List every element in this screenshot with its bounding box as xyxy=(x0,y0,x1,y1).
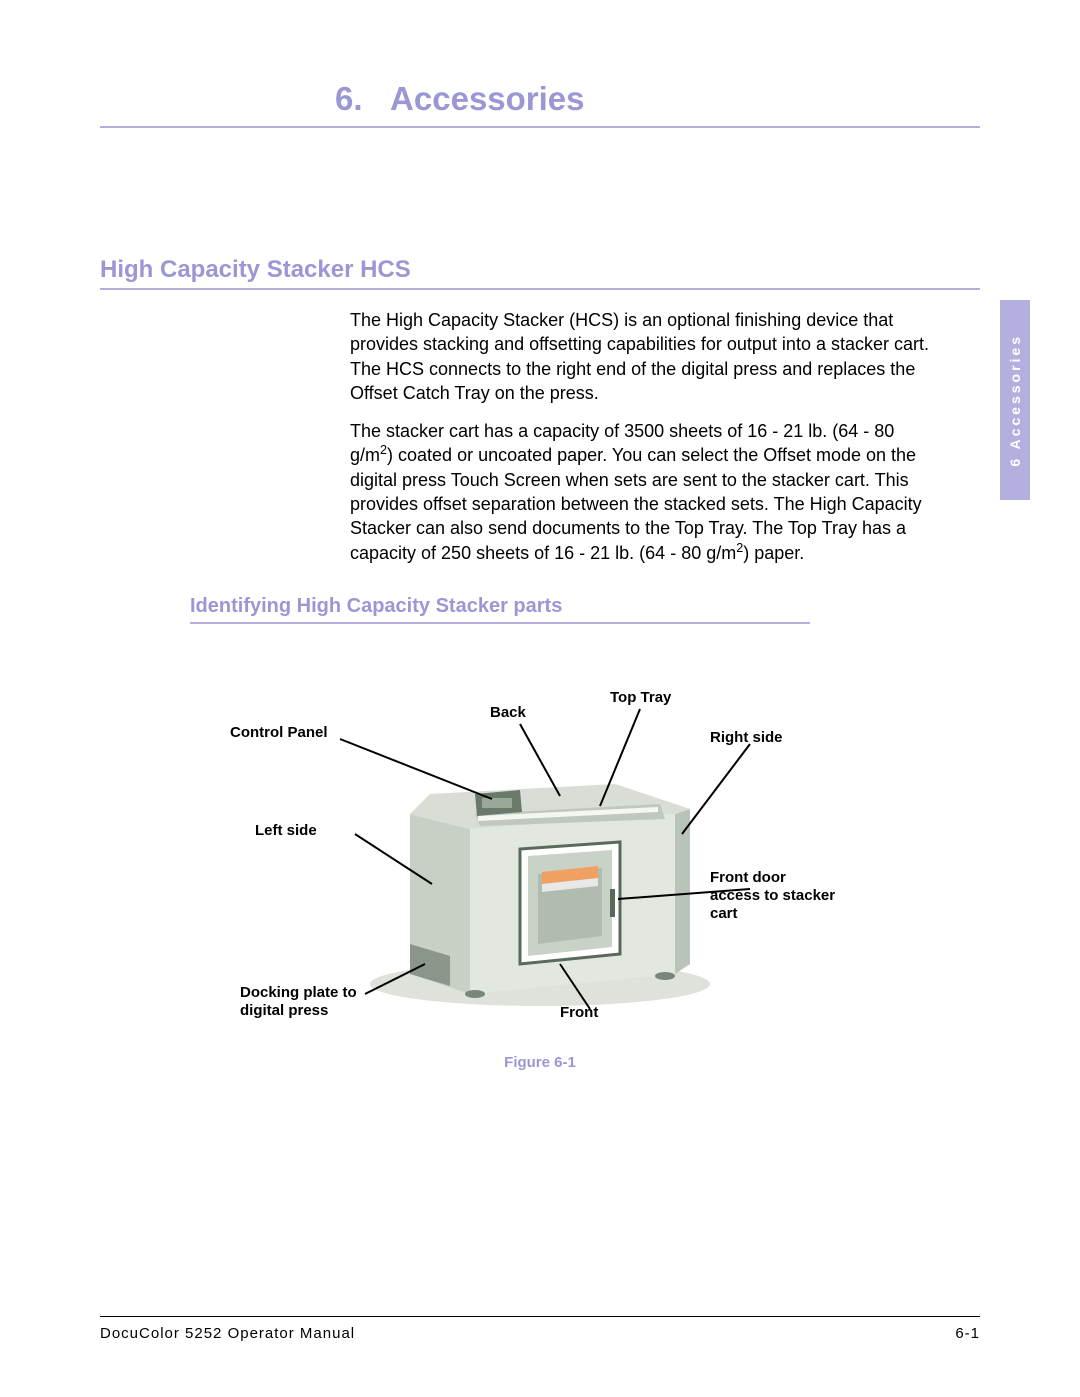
subsection-heading: Identifying High Capacity Stacker parts xyxy=(190,595,810,622)
section-rule xyxy=(100,288,980,290)
section-heading: High Capacity Stacker HCS xyxy=(100,256,980,288)
callout-back: Back xyxy=(490,704,526,722)
callout-docking-plate: Docking plate to digital press xyxy=(240,984,400,1020)
figure-caption: Figure 6-1 xyxy=(100,1054,980,1071)
chapter-rule xyxy=(100,126,980,128)
chapter-title: 6. Accessories xyxy=(335,80,980,126)
chapter-number: 6. xyxy=(335,80,363,117)
callout-top-tray: Top Tray xyxy=(610,689,671,707)
callout-left-side: Left side xyxy=(255,822,317,840)
callout-control-panel: Control Panel xyxy=(230,724,328,742)
side-tab-label: 6 Accessories xyxy=(1007,334,1023,467)
subsection-rule xyxy=(190,622,810,624)
figure-diagram: Control Panel Back Top Tray Right side L… xyxy=(220,664,860,1044)
footer-left: DocuColor 5252 Operator Manual xyxy=(100,1325,355,1342)
callout-front-door: Front door access to stacker cart xyxy=(710,869,840,923)
callout-front: Front xyxy=(560,1004,598,1022)
side-tab: 6 Accessories xyxy=(1000,300,1030,500)
chapter-name: Accessories xyxy=(390,80,584,117)
paragraph-2: The stacker cart has a capacity of 3500 … xyxy=(350,419,940,565)
page-footer: DocuColor 5252 Operator Manual 6-1 xyxy=(100,1316,980,1342)
body-text: The High Capacity Stacker (HCS) is an op… xyxy=(350,308,940,565)
paragraph-1: The High Capacity Stacker (HCS) is an op… xyxy=(350,308,940,405)
callout-right-side: Right side xyxy=(710,729,783,747)
footer-right: 6-1 xyxy=(955,1325,980,1342)
